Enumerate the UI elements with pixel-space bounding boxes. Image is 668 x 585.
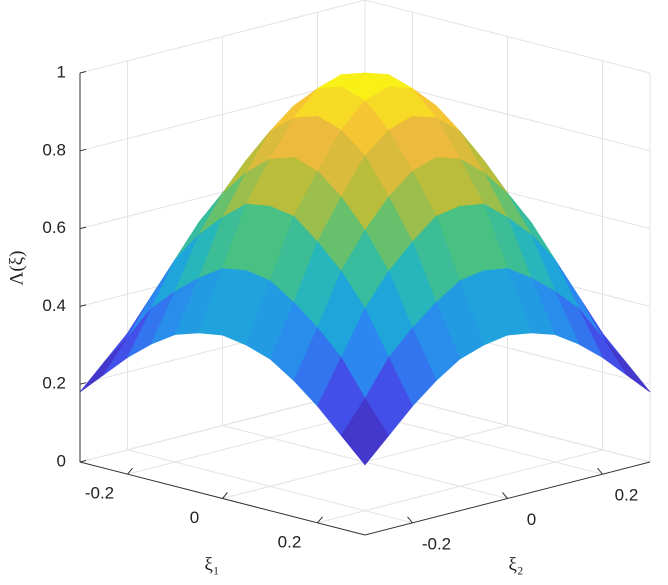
y-tick	[597, 467, 603, 475]
y-tick	[502, 492, 508, 499]
x-axis-label: ξ₁	[204, 554, 219, 575]
z-tick	[79, 71, 87, 74]
z-tick-label: 0.8	[42, 140, 66, 159]
z-tick-label: 0	[57, 451, 66, 470]
y-tick-label: 0	[527, 510, 536, 529]
axis-line	[79, 461, 366, 536]
y-tick	[407, 516, 413, 524]
surface-patch	[602, 337, 651, 393]
y-tick-label: 0.2	[615, 486, 639, 505]
z-tick	[79, 304, 87, 307]
z-axis-label: Λ(ξ)	[6, 251, 27, 286]
surface-patch	[340, 398, 390, 466]
axis-line	[364, 461, 651, 536]
grid-line	[127, 449, 413, 524]
z-tick-label: 0.6	[42, 218, 66, 237]
z-tick-label: 0.4	[42, 296, 66, 315]
z-tick	[79, 382, 87, 385]
x-tick-label: -0.2	[85, 484, 114, 503]
x-tick-label: 0	[190, 508, 199, 527]
y-axis-label: ξ₂	[508, 554, 523, 575]
surface-patch	[79, 337, 128, 393]
y-tick-label: -0.2	[422, 534, 451, 553]
x-tick	[222, 492, 228, 499]
z-tick-label: 1	[57, 62, 66, 81]
z-tick	[79, 226, 87, 230]
z-tick	[79, 148, 87, 152]
x-tick	[127, 467, 133, 475]
x-tick	[317, 516, 323, 524]
x-tick-label: 0.2	[278, 532, 302, 551]
z-tick-label: 0.2	[42, 374, 66, 393]
